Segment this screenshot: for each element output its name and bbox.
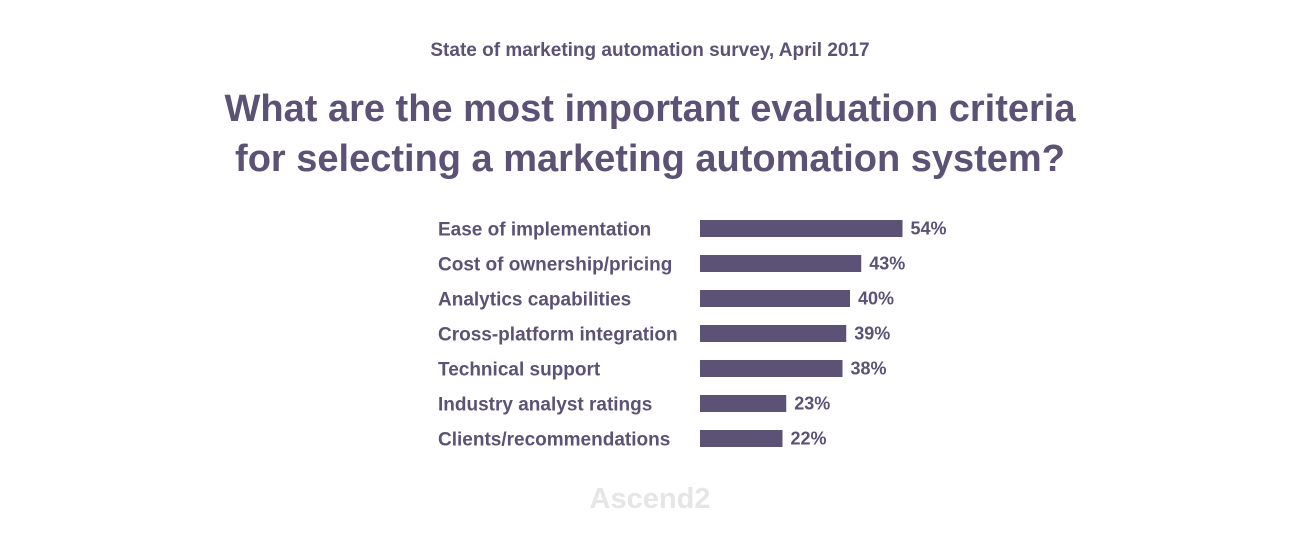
bar-value-label: 40%: [858, 289, 894, 309]
bar: [700, 360, 843, 377]
bar-value-label: 22%: [791, 429, 827, 449]
ascend2-watermark-logo: Ascend2: [589, 483, 711, 515]
bar: [700, 430, 783, 447]
bar: [700, 395, 787, 412]
bar-value-label: 38%: [851, 359, 887, 379]
category-label: Analytics capabilities: [438, 290, 631, 311]
bar: [700, 290, 850, 307]
bar: [700, 220, 903, 237]
category-label: Clients/recommendations: [438, 430, 670, 451]
bar: [700, 255, 862, 272]
category-label: Industry analyst ratings: [438, 395, 652, 416]
bar-value-label: 23%: [794, 394, 830, 414]
chart-title-line-1: What are the most important evaluation c…: [224, 88, 1076, 130]
chart-subtitle: State of marketing automation survey, Ap…: [430, 40, 870, 61]
chart-title-line-2: for selecting a marketing automation sys…: [235, 138, 1065, 180]
category-label: Cross-platform integration: [438, 325, 678, 346]
bar-chart: Ease of implementation 54% Cost of ownersh…: [438, 219, 947, 451]
chart-title: What are the most important evaluation c…: [0, 84, 1300, 184]
category-label: Ease of implementation: [438, 220, 651, 241]
category-label: Cost of ownership/pricing: [438, 255, 672, 276]
bar: [700, 325, 847, 342]
bar-value-label: 43%: [869, 254, 905, 274]
category-label: Technical support: [438, 360, 601, 381]
bar-value-label: 39%: [854, 324, 890, 344]
bar-value-label: 54%: [911, 219, 947, 239]
